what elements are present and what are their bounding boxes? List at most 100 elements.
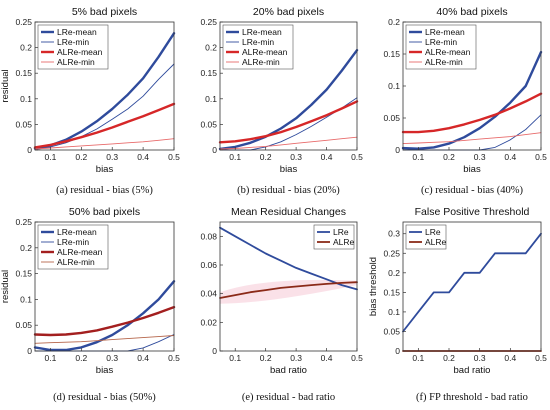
- x-tick-label: 0.3: [474, 353, 486, 363]
- panel-caption: (a) residual - bias (5%): [56, 185, 153, 196]
- x-tick-label: 0.1: [412, 353, 424, 363]
- legend-label: ALRe-mean: [57, 247, 103, 257]
- y-tick-label: 0.25: [15, 17, 32, 27]
- series-line-alre: [219, 281, 358, 299]
- y-tick-label: 0: [395, 346, 400, 356]
- y-tick-label: 0.1: [205, 94, 217, 104]
- x-axis-label: bias: [280, 164, 298, 175]
- x-tick-label: 0.2: [443, 353, 455, 363]
- x-tick-label: 0.1: [229, 353, 241, 363]
- axes-frame: [219, 221, 358, 352]
- y-tick-label: 0: [27, 346, 32, 356]
- x-tick-label: 0.1: [45, 353, 57, 363]
- series-line-alre-mean: [401, 92, 543, 134]
- legend-label: ALRe: [333, 237, 355, 247]
- x-tick-label: 0.3: [106, 353, 118, 363]
- panel-caption: (d) residual - bias (50%): [53, 392, 156, 403]
- x-tick-label: 0.4: [504, 152, 516, 162]
- x-tick-label: 0.4: [321, 152, 333, 162]
- chart-title: 40% bad pixels: [436, 6, 507, 18]
- y-tick-label: 0.1: [20, 94, 32, 104]
- chart-panel-6: 0.1 0.2 0.3 0.4 0.5 0 0.05 0.1 0.15 0.2 0.25 0.3 Fal…: [368, 206, 547, 403]
- y-tick-label: 0.04: [200, 289, 217, 299]
- x-tick-label: 0.2: [75, 152, 87, 162]
- series-line-alre-min: [34, 335, 175, 344]
- legend-box: [405, 224, 447, 250]
- y-axis-label: residual: [0, 270, 11, 303]
- series-line-alre-mean: [33, 305, 176, 337]
- series-line-lre-mean: [401, 50, 543, 150]
- panel-caption: (f) FP threshold - bad ratio: [416, 392, 528, 403]
- y-tick-label: 0.25: [200, 17, 217, 27]
- legend-label: LRe-min: [57, 37, 89, 47]
- chart-title: 50% bad pixels: [69, 206, 140, 218]
- legend-label: ALRe-min: [57, 257, 95, 267]
- y-tick-label: 0.1: [20, 294, 32, 304]
- y-tick-label: 0.2: [20, 243, 32, 253]
- x-tick-label: 0.2: [260, 353, 272, 363]
- y-tick-label: 0.3: [388, 229, 400, 239]
- y-axis-label: bias threshold: [368, 257, 379, 316]
- series-line-lre-mean: [33, 280, 176, 352]
- legend-label: LRe-min: [242, 37, 274, 47]
- y-tick-label: 0.06: [200, 260, 217, 270]
- x-axis-label: bad ratio: [270, 365, 307, 376]
- series-line-lre-min: [34, 63, 175, 150]
- legend-label: ALRe-mean: [425, 47, 471, 57]
- y-tick-label: 0.05: [15, 320, 32, 330]
- y-tick-label: 0.2: [205, 43, 217, 53]
- y-tick-label: 0.1: [388, 81, 400, 91]
- legend-label: LRe-min: [57, 237, 89, 247]
- y-axis-label: residual: [0, 69, 11, 102]
- x-tick-label: 0.3: [290, 353, 302, 363]
- chart-title: 20% bad pixels: [253, 6, 324, 18]
- y-tick-label: 0: [27, 145, 32, 155]
- x-tick-label: 0.5: [535, 353, 547, 363]
- y-tick-label: 0.05: [383, 113, 400, 123]
- x-axis-label: bad ratio: [454, 365, 491, 376]
- y-tick-label: 0.05: [383, 326, 400, 336]
- panel-caption: (b) residual - bias (20%): [237, 185, 340, 196]
- legend-label: LRe-mean: [57, 27, 97, 37]
- x-tick-label: 0.1: [45, 152, 57, 162]
- legend-label: LRe-mean: [242, 27, 282, 37]
- axes-frame: [402, 221, 542, 352]
- y-tick-label: 0.02: [200, 317, 217, 327]
- y-tick-label: 0: [395, 145, 400, 155]
- x-tick-label: 0.5: [535, 152, 547, 162]
- y-tick-label: 0.15: [383, 49, 400, 59]
- legend-label: LRe: [425, 227, 441, 237]
- series-line-alre-min: [34, 138, 175, 150]
- legend-label: LRe: [333, 227, 349, 237]
- y-tick-label: 0: [212, 145, 217, 155]
- x-tick-label: 0.4: [137, 152, 149, 162]
- y-tick-label: 0.2: [20, 43, 32, 53]
- x-tick-label: 0.4: [137, 353, 149, 363]
- legend-label: LRe-mean: [57, 227, 97, 237]
- y-tick-label: 0: [212, 346, 217, 356]
- chart-title: False Positive Threshold: [415, 206, 530, 218]
- chart-panel-2: 0.1 0.2 0.3 0.4 0.5 0 0.05 0.1 0.15 0.2 0.25 20% ba…: [200, 6, 363, 196]
- axes-frame: [34, 221, 175, 352]
- series-line-lre-mean: [218, 49, 359, 151]
- x-tick-label: 0.4: [321, 353, 333, 363]
- x-tick-label: 0.2: [75, 353, 87, 363]
- x-tick-label: 0.1: [412, 152, 424, 162]
- legend-label: LRe-min: [425, 37, 457, 47]
- x-axis-label: bias: [96, 365, 114, 376]
- legend-label: ALRe-min: [242, 57, 280, 67]
- x-tick-label: 0.1: [229, 152, 241, 162]
- x-tick-label: 0.3: [290, 152, 302, 162]
- x-tick-label: 0.4: [504, 353, 516, 363]
- x-tick-label: 0.2: [260, 152, 272, 162]
- chart-panel-5: 0.1 0.2 0.3 0.4 0.5 0 0.02 0.04 0.06 0.08 Mean Res…: [200, 206, 363, 403]
- series-line-lre: [402, 232, 542, 333]
- x-tick-label: 0.5: [168, 353, 180, 363]
- y-tick-label: 0.2: [388, 17, 400, 27]
- chart-panel-4: 0.1 0.2 0.3 0.4 0.5 0 0.05 0.1 0.15 0.2 0.25 50% ba…: [0, 206, 180, 403]
